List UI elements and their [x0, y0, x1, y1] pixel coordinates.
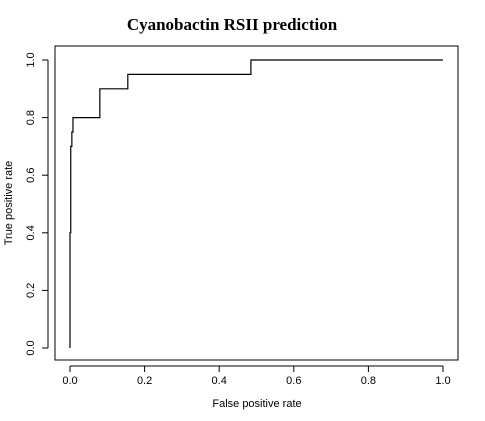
series-layer [69, 59, 443, 348]
y-tick-label: 0.4 [25, 225, 37, 240]
y-tick-label: 0.0 [25, 340, 37, 355]
x-axis-label: False positive rate [212, 398, 301, 410]
x-tick-label: 0.4 [212, 375, 227, 387]
chart-title: Cyanobactin RSII prediction [127, 15, 338, 34]
y-axis-label: True positive rate [3, 161, 15, 246]
y-tick-label: 1.0 [25, 52, 37, 67]
x-tick-label: 0.0 [62, 375, 77, 387]
plot-area-frame [54, 45, 459, 361]
y-tick-label: 0.2 [25, 283, 37, 298]
y-tick-label: 0.6 [25, 168, 37, 183]
x-axis: 0.0 0.2 0.4 0.6 0.8 1.0 [62, 365, 451, 387]
x-tick-label: 0.2 [137, 375, 152, 387]
x-tick-label: 0.8 [361, 375, 376, 387]
y-axis: 0.0 0.2 0.4 0.6 0.8 1.0 [25, 52, 49, 356]
roc-curve-line [69, 59, 443, 348]
y-tick-label: 0.8 [25, 110, 37, 125]
x-tick-label: 1.0 [435, 375, 450, 387]
x-tick-label: 0.6 [286, 375, 301, 387]
